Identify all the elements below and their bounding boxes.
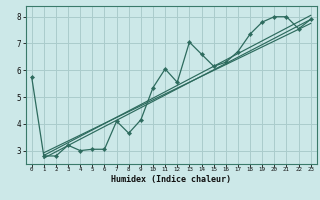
X-axis label: Humidex (Indice chaleur): Humidex (Indice chaleur)	[111, 175, 231, 184]
